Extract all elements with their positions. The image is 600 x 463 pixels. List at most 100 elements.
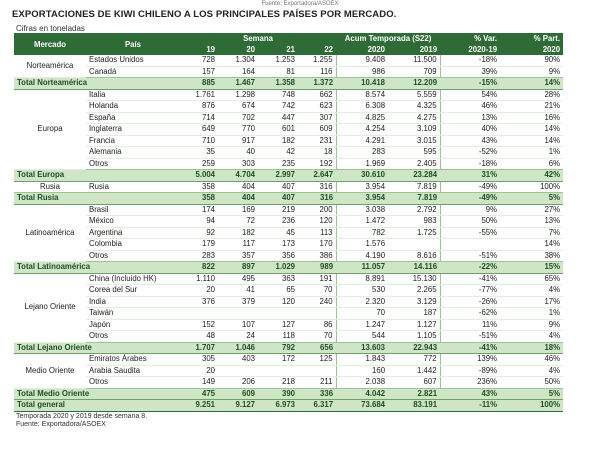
value-cell: 8.891 bbox=[335, 273, 389, 285]
market-label: Norteamérica bbox=[14, 55, 86, 78]
value-cell: 86 bbox=[298, 319, 337, 331]
table-row: Arabia Saudita 20 160 1.442 -89% 4% bbox=[14, 365, 564, 377]
value-cell: 714 bbox=[180, 112, 218, 124]
total-value: 2.647 bbox=[298, 169, 337, 182]
grand-total-value: 6.973 bbox=[258, 399, 298, 412]
value-cell: 748 bbox=[258, 89, 298, 101]
total-value: 407 bbox=[258, 192, 298, 205]
value-cell: 41 bbox=[218, 284, 258, 297]
value-cell: 7.819 bbox=[388, 181, 441, 193]
table-row: Europa Italia 1.761 1.298 748 662 8.574 5.559 54… bbox=[14, 89, 564, 170]
country-name: Otros bbox=[86, 250, 180, 262]
total-value: 1.372 bbox=[298, 77, 337, 90]
country-name: Brasil bbox=[86, 204, 180, 216]
value-cell: 164 bbox=[218, 66, 258, 78]
value-cell: -41% bbox=[439, 273, 501, 285]
total-value: 404 bbox=[218, 192, 258, 205]
value-cell: 1.304 bbox=[218, 55, 258, 67]
total-value: 656 bbox=[298, 341, 337, 354]
top-source-note: Fuente: Exportadora/ASOEX bbox=[261, 1, 339, 7]
value-cell: 43% bbox=[439, 135, 501, 147]
value-cell bbox=[218, 365, 258, 377]
value-cell: 305 bbox=[180, 353, 218, 366]
value-cell: 50% bbox=[439, 215, 501, 228]
value-cell: 782 bbox=[335, 227, 389, 239]
total-label: Total Norteamérica bbox=[14, 77, 180, 90]
value-cell: 9% bbox=[500, 319, 564, 331]
value-cell: 3.954 bbox=[335, 181, 389, 193]
total-value: 358 bbox=[180, 192, 218, 205]
value-cell: 174 bbox=[180, 204, 218, 216]
total-value: 1.467 bbox=[218, 77, 258, 90]
total-value: -49% bbox=[440, 192, 501, 205]
value-cell: 54% bbox=[439, 89, 501, 101]
value-cell: 1.298 bbox=[218, 89, 258, 101]
value-cell: 316 bbox=[298, 181, 337, 193]
country-name: España bbox=[86, 112, 180, 124]
value-cell: 182 bbox=[258, 135, 298, 147]
value-cell: 1.105 bbox=[388, 330, 441, 343]
grand-total-value: 6.317 bbox=[298, 399, 337, 412]
country-name: Corea del Sur bbox=[86, 284, 180, 297]
value-cell: 90% bbox=[500, 55, 564, 67]
value-cell: 917 bbox=[218, 135, 258, 147]
value-cell: 4.291 bbox=[335, 135, 389, 147]
total-value: 4.704 bbox=[218, 169, 258, 182]
value-cell: 13% bbox=[500, 215, 564, 228]
value-cell: 2.265 bbox=[388, 284, 441, 297]
value-cell: -77% bbox=[439, 284, 501, 297]
value-cell: 20 bbox=[180, 284, 218, 297]
value-cell: -49% bbox=[439, 181, 501, 193]
table-row: Lejano Oriente China (Incluido HK) 1.110 49… bbox=[14, 273, 564, 343]
value-cell: 35 bbox=[180, 146, 218, 159]
grand-total-value: 9.251 bbox=[180, 399, 218, 412]
value-cell: 623 bbox=[298, 100, 337, 113]
value-cell: 139% bbox=[439, 353, 501, 366]
value-cell: 283 bbox=[180, 250, 218, 262]
value-cell: 2.038 bbox=[335, 376, 389, 389]
header-var-period: 2020-19 bbox=[440, 44, 501, 55]
value-cell: -51% bbox=[439, 250, 501, 262]
grand-total-value: 9.127 bbox=[218, 399, 258, 412]
value-cell: 192 bbox=[298, 158, 337, 170]
value-cell: 117 bbox=[218, 238, 258, 251]
country-name: Alemania bbox=[86, 146, 180, 159]
total-label: Total Medio Oriente bbox=[14, 387, 180, 400]
value-cell: 45 bbox=[258, 227, 298, 239]
total-value: 5% bbox=[500, 387, 564, 400]
header-var: % Var. bbox=[440, 33, 501, 44]
value-cell: 772 bbox=[388, 353, 441, 366]
value-cell: 2.405 bbox=[388, 158, 441, 170]
total-value: 1.029 bbox=[258, 261, 298, 274]
table-body: Norteamérica Estados Unidos 728 1.304 1.253 1… bbox=[14, 55, 564, 412]
value-cell: 149 bbox=[180, 376, 218, 389]
value-cell: 2.792 bbox=[388, 204, 441, 216]
country-name: Italia bbox=[86, 89, 180, 101]
value-cell: 170 bbox=[298, 238, 337, 251]
grand-total-label: Total general bbox=[14, 399, 180, 412]
value-cell: 404 bbox=[218, 181, 258, 193]
total-value: 3.954 bbox=[336, 192, 389, 205]
value-cell: 42 bbox=[258, 146, 298, 159]
value-cell: 649 bbox=[180, 123, 218, 136]
total-value: 2.821 bbox=[388, 387, 441, 400]
value-cell bbox=[439, 238, 501, 251]
value-cell: 218 bbox=[258, 376, 298, 389]
value-cell: 13% bbox=[439, 112, 501, 124]
value-cell: 182 bbox=[218, 227, 258, 239]
total-row: Total Lejano Oriente 1.707 1.046 792 656 13.6… bbox=[14, 341, 564, 354]
table-row: India 376 379 120 240 2.320 3.129 -26% 17% bbox=[14, 296, 564, 308]
value-cell: 8.616 bbox=[388, 250, 441, 262]
value-cell: 11% bbox=[439, 319, 501, 331]
total-value: 1.358 bbox=[258, 77, 298, 90]
value-cell: 4% bbox=[500, 330, 564, 343]
country-name: Colombia bbox=[86, 238, 180, 251]
total-value: 885 bbox=[180, 77, 218, 90]
value-cell: 4.275 bbox=[388, 112, 441, 124]
value-cell bbox=[298, 365, 337, 377]
value-cell: 70 bbox=[298, 284, 337, 297]
value-cell: 179 bbox=[180, 238, 218, 251]
value-cell: 27% bbox=[500, 204, 564, 216]
total-value: 989 bbox=[298, 261, 337, 274]
value-cell: 530 bbox=[335, 284, 389, 297]
